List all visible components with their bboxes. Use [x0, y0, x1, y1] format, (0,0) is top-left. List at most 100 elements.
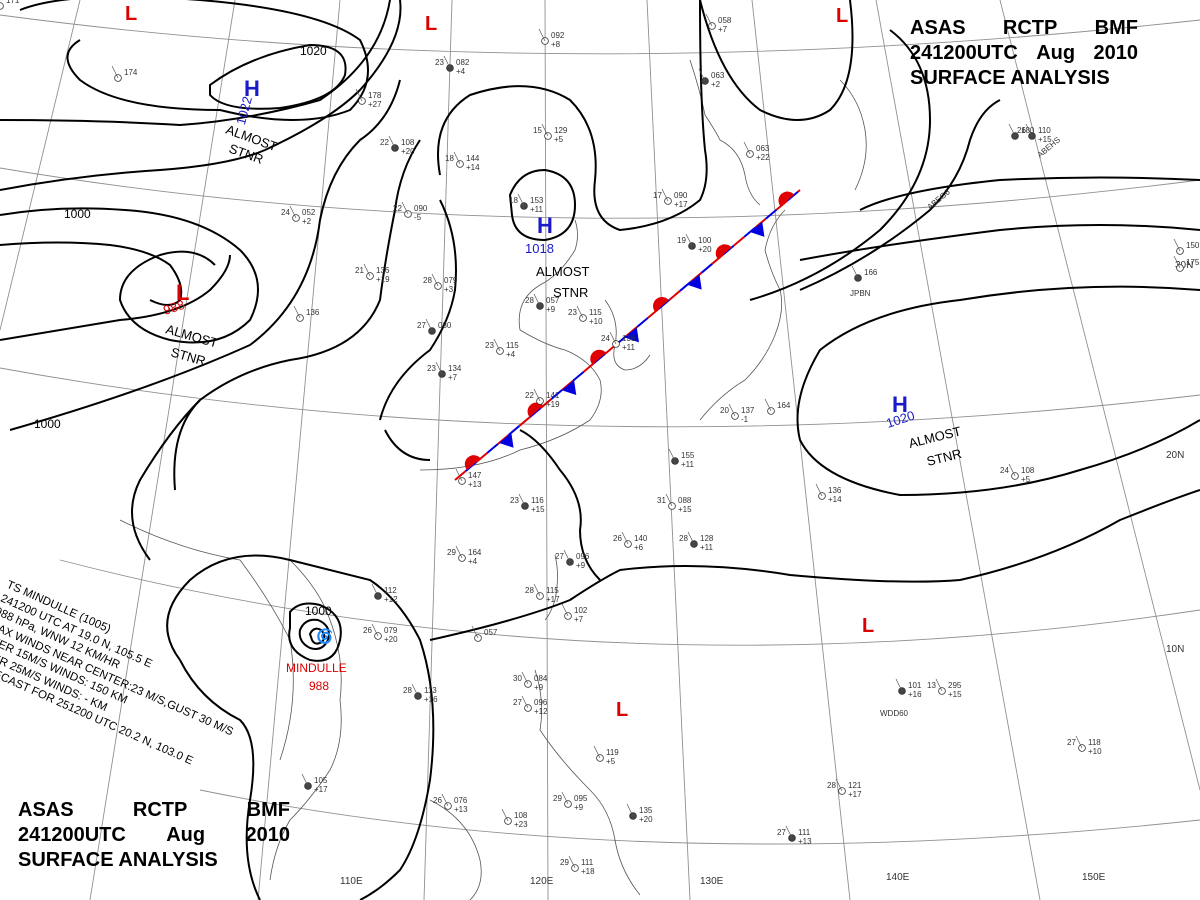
station-plot: 28171 [0, 0, 20, 10]
wind-barb [401, 201, 409, 215]
high-center-symbol: H [892, 392, 908, 417]
wind-barb [568, 855, 576, 869]
low-marker: L [836, 5, 848, 27]
station-plot: 28 115+17 [525, 583, 560, 604]
station-plot: 150 [1173, 238, 1200, 255]
wind-barb [541, 123, 549, 137]
stationary-front [454, 189, 801, 481]
station-tendency: -5 [414, 213, 422, 222]
station-tendency: +14 [828, 495, 842, 504]
wind-barb [1008, 123, 1016, 137]
station-temperature: 26 [363, 626, 372, 635]
station-temperature: 13 [927, 681, 936, 690]
typhoon-symbol: 🌀 [316, 627, 333, 645]
parallel-line [0, 167, 1200, 219]
station-pressure: 147 [468, 471, 482, 480]
station-pressure: 108 [1021, 466, 1035, 475]
title-line-3: SURFACE ANALYSIS [18, 848, 290, 873]
station-temperature: 28 [423, 276, 432, 285]
station-tendency: +8 [551, 40, 561, 49]
wind-barb [301, 773, 309, 787]
station-plot: 27 030 [417, 318, 452, 335]
title-line-1: ASAS RCTP BMF [910, 16, 1138, 41]
station-pressure: 030 [438, 321, 452, 330]
station-pressure: 096 [576, 552, 590, 561]
station-pressure: 134 [448, 364, 462, 373]
isobar [0, 0, 402, 191]
wind-barb [1008, 463, 1016, 477]
meridian-line [751, 0, 851, 900]
wind-barb [425, 318, 433, 332]
lon-label: 150E [1082, 872, 1106, 883]
station-plot: 058+7 [705, 13, 732, 34]
station-plot: 28 128+11 [679, 531, 714, 552]
wind-barb [533, 293, 541, 307]
wind-barb [521, 671, 529, 685]
station-tendency: +19 [546, 400, 560, 409]
station-temperature: 26 [433, 796, 442, 805]
station-plot: 23 082+4 [435, 55, 470, 76]
station-plot: 15 129+5 [533, 123, 568, 144]
station-pressure: 058 [718, 16, 732, 25]
lon-lat-labels: 110E 120E 130E 140E 150E 20N 10N 30N [340, 260, 1193, 887]
station-tendency: +20 [698, 245, 712, 254]
title-product: SURFACE ANALYSIS [910, 67, 1110, 89]
station-temperature: 28 [525, 296, 534, 305]
station-plot: 057 [471, 625, 498, 642]
title-month: Aug [166, 824, 206, 846]
station-pressure: 129 [554, 126, 568, 135]
station-temperature: 28 [679, 534, 688, 543]
wind-barb [609, 331, 617, 345]
wind-barb [576, 305, 584, 319]
station-pressure: 164 [468, 548, 482, 557]
title-line-1: ASAS RCTP BMF [18, 798, 290, 823]
station-pressure: 092 [551, 31, 565, 40]
isobar [437, 0, 708, 232]
wind-barb [621, 531, 629, 545]
wind-barb [533, 388, 541, 402]
station-plot: 23 115+4 [485, 338, 519, 359]
station-pressure: 174 [124, 68, 138, 77]
station-pressure: 138 [622, 334, 636, 343]
station-pressure: 116 [531, 496, 544, 505]
station-tendency: +12 [384, 595, 398, 604]
station-pressure: 052 [302, 208, 316, 217]
station-tendency: +5 [1021, 475, 1031, 484]
isobar [384, 429, 431, 461]
coastline-kamchatka [839, 79, 867, 191]
wind-barb [443, 55, 451, 69]
isobar [749, 29, 932, 301]
wind-barb [431, 273, 439, 287]
station-plot: 22 108+20 [380, 135, 415, 156]
station-temperature: 29 [553, 794, 562, 803]
station-temperature: 19 [677, 236, 686, 245]
station-tendency: +5 [606, 757, 616, 766]
low-marker: L [616, 699, 628, 721]
isobar [166, 554, 435, 900]
station-plot: 27 096+9 [555, 549, 590, 570]
meridian-line [0, 0, 81, 331]
isobar [209, 43, 347, 110]
wind-barb [388, 135, 396, 149]
station-tendency: +3 [444, 285, 454, 294]
isobar-value-label: 1000 [34, 417, 61, 431]
station-pressure: 155 [681, 451, 695, 460]
station-plot: 19 100+20 [677, 233, 712, 254]
lon-label: 140E [886, 872, 910, 883]
cold-front-triangle [499, 432, 514, 448]
station-plot: 31 088+15 [657, 493, 692, 514]
front-symbols [464, 191, 795, 470]
station-plot: 20 137-1 [720, 403, 755, 424]
station-pressure: 144 [466, 154, 480, 163]
wind-barb [815, 483, 823, 497]
station-plot: 24 138+11 [601, 331, 636, 352]
station-temperature: 24 [1000, 466, 1009, 475]
isobar [699, 0, 854, 121]
station-plot: 26 076+13 [433, 793, 468, 814]
center-note: STNR [169, 344, 207, 368]
station-plot: 21 136+19 [355, 263, 390, 284]
title-block-top: ASAS RCTP BMF 241200UTC Aug 2010 SURFACE… [910, 16, 1138, 91]
typhoon-mindulle: 🌀 MINDULLE 988 [286, 627, 347, 693]
station-tendency: +15 [1038, 135, 1052, 144]
station-pressure: 119 [606, 748, 619, 757]
